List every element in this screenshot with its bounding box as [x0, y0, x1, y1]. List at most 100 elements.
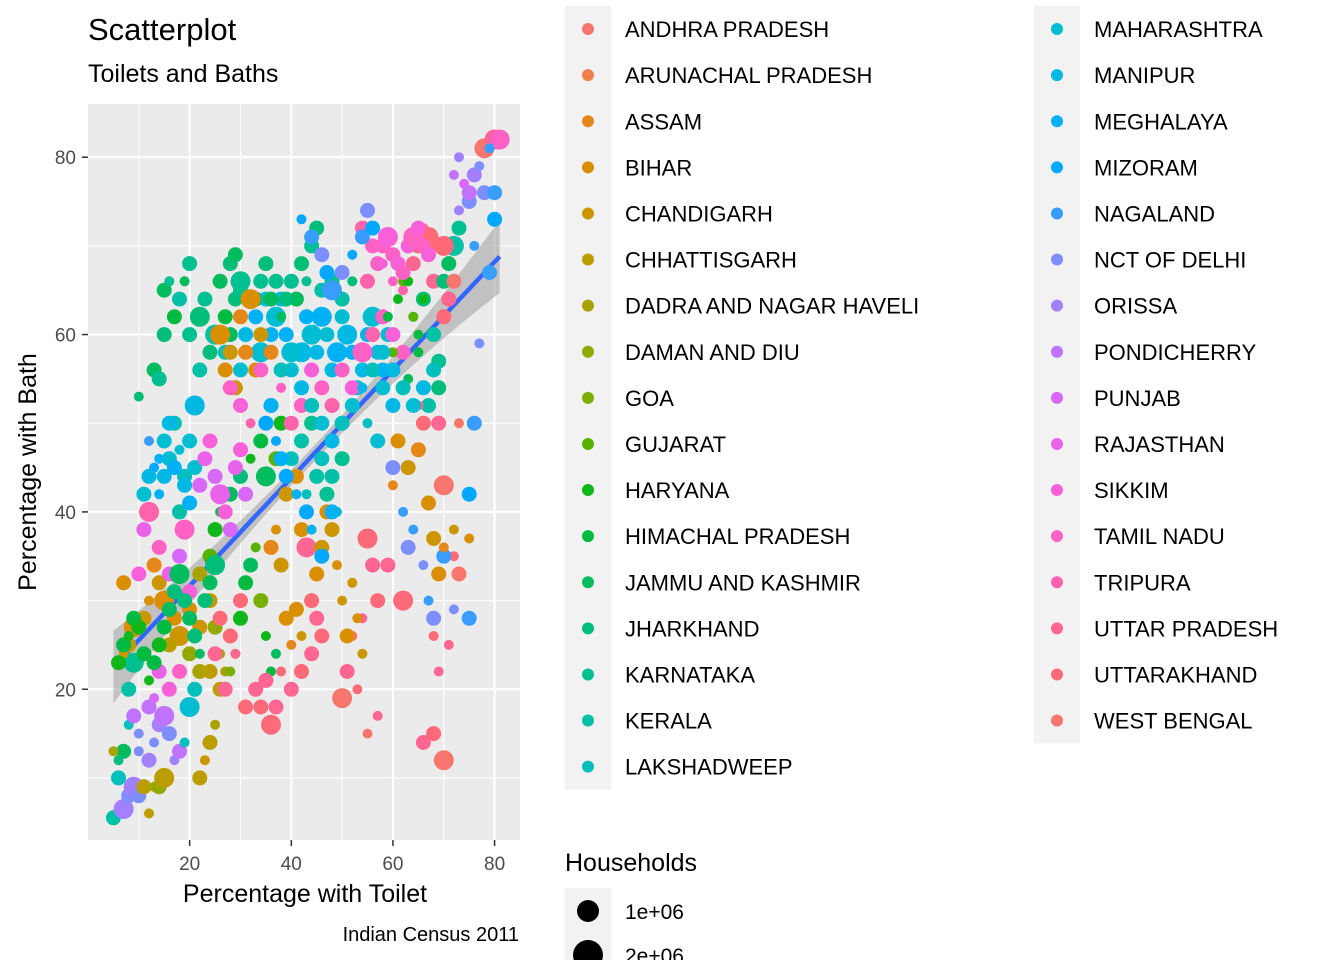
scatter-point [474, 338, 485, 349]
scatter-point [413, 329, 424, 340]
scatter-point [258, 672, 274, 688]
legend-entry-label: TAMIL NADU [1094, 524, 1225, 549]
scatter-point [233, 610, 248, 626]
legend-key [582, 345, 594, 358]
scatter-point [306, 524, 317, 535]
scatter-point [233, 362, 248, 378]
legend-entry-label: SIKKIM [1094, 478, 1169, 503]
scatter-point [238, 575, 254, 591]
scatter-point [177, 593, 193, 609]
scatter-point [253, 593, 269, 609]
scatter-point [304, 398, 320, 413]
scatter-point [375, 380, 391, 396]
scatter-point [451, 220, 467, 236]
scatter-point [261, 714, 281, 735]
scatter-point [294, 380, 309, 396]
scatter-point [365, 557, 381, 573]
scatter-point [365, 362, 381, 378]
scatter-point [400, 460, 416, 476]
scatter-point [192, 362, 208, 378]
scatter-point [322, 280, 342, 301]
scatter-point [141, 699, 157, 715]
legend-entry-label: PUNJAB [1094, 386, 1181, 411]
legend-key [1051, 207, 1063, 220]
scatter-point [268, 273, 284, 289]
legend-key [582, 115, 594, 128]
scatter-point [113, 799, 134, 819]
scatter-point [314, 247, 330, 263]
scatter-point [441, 256, 457, 272]
scatter-point [309, 566, 325, 582]
scatter-point [243, 557, 259, 573]
scatter-point [314, 415, 330, 431]
scatter-point [337, 595, 348, 606]
scatter-point [426, 327, 442, 343]
legend-key-column [1034, 6, 1080, 744]
scatter-point [377, 258, 388, 269]
scatter-point [154, 767, 175, 788]
scatter-point [469, 240, 480, 251]
scatter-point [334, 362, 350, 378]
scatter-point [197, 291, 213, 307]
scatter-point [172, 743, 187, 759]
scatter-point [230, 648, 241, 659]
scatter-point [299, 309, 314, 325]
scatter-point [372, 710, 383, 721]
scatter-point [387, 276, 398, 287]
scatter-point [357, 382, 368, 393]
scatter-point [324, 522, 340, 538]
scatter-point [250, 542, 261, 553]
scatter-point [454, 205, 464, 216]
scatter-point [217, 681, 233, 697]
scatter-point [255, 466, 276, 487]
scatter-point [400, 539, 416, 555]
scatter-point [182, 646, 198, 662]
scatter-point [393, 294, 403, 305]
data-points [105, 129, 510, 826]
scatter-point [314, 451, 330, 467]
y-tick-label: 20 [55, 680, 76, 701]
legend-entry-label: KERALA [625, 709, 712, 734]
scatter-point [283, 415, 299, 431]
scatter-point [222, 380, 238, 396]
scatter-point [227, 460, 243, 476]
legend-key [582, 622, 594, 635]
scatter-point [334, 309, 350, 325]
scatter-point [263, 291, 279, 307]
scatter-point [393, 590, 414, 611]
legend-entry-label: JHARKHAND [625, 616, 759, 641]
scatter-point [133, 391, 144, 402]
y-tick-label: 40 [55, 503, 76, 524]
scatter-point [146, 557, 162, 573]
size-legend-key [577, 900, 599, 922]
size-legend-title: Households [565, 849, 697, 877]
scatter-point [296, 537, 317, 558]
scatter-point [263, 539, 279, 555]
scatter-point [370, 433, 386, 449]
scatter-point [288, 601, 304, 617]
scatter-point [273, 557, 289, 573]
scatter-point [166, 584, 182, 600]
scatter-point [276, 311, 287, 322]
scatter-point [136, 486, 152, 502]
scatter-point [278, 486, 294, 502]
scatter-point [156, 619, 172, 635]
scatter-point [111, 655, 126, 671]
scatter-point [212, 610, 228, 626]
size-legend-label: 2e+06 [625, 945, 684, 960]
scatter-point [365, 327, 381, 343]
scatter-point [466, 167, 482, 183]
scatter-point [311, 306, 332, 327]
scatter-point [418, 560, 429, 571]
scatter-point [233, 593, 248, 609]
scatter-point [334, 451, 350, 467]
scatter-point [187, 628, 203, 644]
axes: 20 40 60 80 20 40 60 80 [55, 148, 505, 875]
scatter-point [431, 415, 447, 431]
scatter-point [194, 648, 205, 659]
scatter-point [395, 344, 411, 360]
scatter-point [263, 398, 279, 413]
scatter-point [461, 486, 477, 502]
scatter-point [271, 524, 281, 535]
scatter-point [271, 648, 281, 659]
